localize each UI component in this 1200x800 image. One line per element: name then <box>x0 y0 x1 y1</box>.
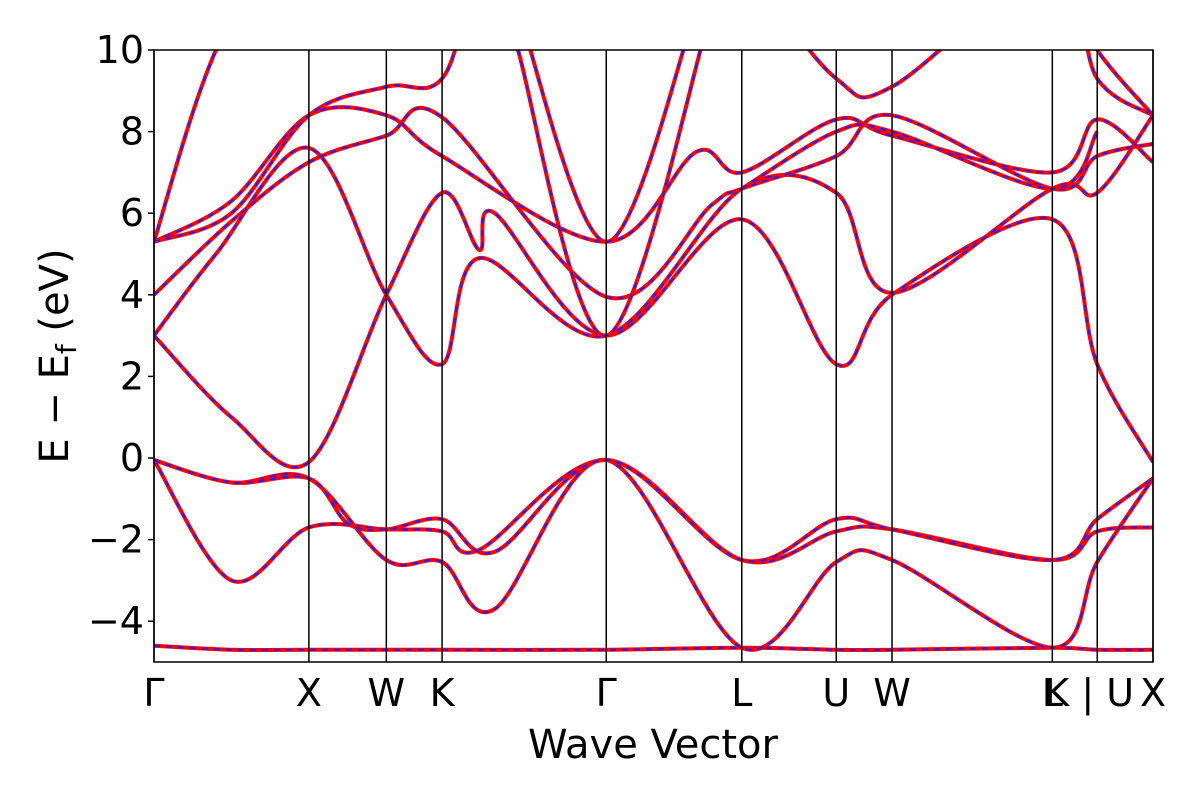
band-line-dashed <box>741 123 1099 190</box>
band-line <box>154 50 219 243</box>
band-line <box>528 50 686 244</box>
y-tick-label: 8 <box>120 110 144 154</box>
band-line <box>154 50 1153 244</box>
plot-frame <box>153 49 1154 663</box>
y-tick-label: 10 <box>96 28 144 72</box>
high-symmetry-lines <box>153 50 1154 662</box>
x-tick-label: K | U <box>1044 671 1134 716</box>
band-line-dashed <box>154 50 218 243</box>
band-lines <box>154 50 1153 653</box>
x-tick-label: X <box>296 671 322 715</box>
x-tick-label: W <box>873 671 911 715</box>
band-line <box>154 105 1153 301</box>
y-axis-title-main: E − E <box>32 354 78 464</box>
x-tick-label: K <box>430 671 456 715</box>
y-tick-label: 0 <box>120 436 144 480</box>
y-axis-title-unit: (eV) <box>32 248 78 344</box>
y-tick-label: 4 <box>120 273 144 317</box>
band-line-dashed <box>154 458 1153 563</box>
x-tick-label: L <box>731 671 752 715</box>
band-line-dashed <box>154 106 1153 300</box>
x-tick-label: L <box>1042 671 1063 715</box>
x-axis-title: Wave Vector <box>528 722 779 768</box>
band-line <box>740 122 1099 191</box>
y-axis-title: E − Ef (eV) <box>32 248 83 463</box>
band-line-dashed <box>1096 50 1153 116</box>
y-axis-ticks: −4 −2 0 2 4 6 8 10 <box>88 28 154 643</box>
x-tick-label: X <box>1140 671 1166 715</box>
y-tick-label: −2 <box>88 518 144 562</box>
x-tick-label: W <box>368 671 406 715</box>
y-tick-label: 6 <box>120 191 144 235</box>
x-tick-label: U <box>822 671 850 715</box>
band-line-dashed <box>529 50 685 243</box>
band-line <box>1094 50 1153 117</box>
band-line-dashed <box>154 191 1153 469</box>
y-axis-title-subscript: f <box>50 343 83 354</box>
x-tick-label: Γ <box>596 671 617 715</box>
y-tick-label: −4 <box>88 599 144 643</box>
y-tick-label: 2 <box>120 354 144 398</box>
band-line-dashed <box>154 106 1153 243</box>
x-tick-label: Γ <box>143 671 164 715</box>
